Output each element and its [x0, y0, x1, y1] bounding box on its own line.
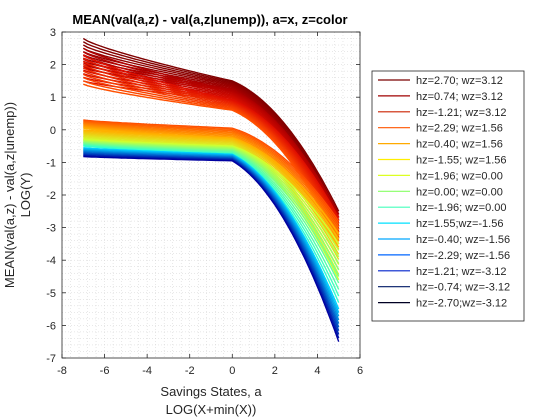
legend-label: hz=-1.96; wz=0.00	[416, 202, 507, 214]
data-line	[83, 122, 340, 234]
data-line	[83, 138, 340, 245]
data-line	[83, 149, 340, 317]
data-line	[83, 119, 340, 222]
x-axis-label-line1: Savings States, a	[160, 384, 262, 399]
data-line	[83, 155, 340, 342]
data-line	[83, 144, 340, 297]
data-line	[83, 141, 340, 264]
x-tick-label: 6	[357, 365, 363, 377]
data-line	[83, 80, 340, 242]
chart-title: MEAN(val(a,z) - val(a,z|unemp)), a=x, z=…	[72, 12, 347, 27]
data-line	[82, 70, 340, 233]
y-axis-label-line2: LOG(Y)	[18, 173, 33, 218]
x-tick-label: 0	[229, 365, 235, 377]
legend-label: hz=0.00; wz=0.00	[416, 186, 503, 198]
y-ticks: 3 2 1 0 -1 -2 -3 -4 -5 -6 -7	[46, 27, 360, 365]
legend: hz=2.70; wz=3.12 hz=0.74; wz=3.12 hz=-1.21…	[371, 70, 525, 322]
data-line	[83, 134, 340, 260]
legend-label: hz=-2.70;wz=-3.12	[416, 298, 507, 310]
y-tick-label: -1	[46, 157, 56, 169]
y-tick-label: -2	[46, 190, 56, 202]
legend-label: hz=-1.21; wz=3.12	[416, 107, 507, 119]
legend-label: hz=2.29; wz=1.56	[416, 123, 503, 135]
legend-label: hz=1.55;wz=-1.56	[416, 218, 503, 230]
data-line	[82, 51, 340, 218]
data-line	[83, 76, 340, 239]
legend-label: hz=-0.40; wz=-1.56	[416, 234, 510, 246]
y-tick-label: -4	[46, 255, 56, 267]
data-line	[83, 120, 340, 225]
data-line	[82, 37, 340, 212]
data-line	[82, 60, 340, 224]
x-tick-label: 4	[314, 365, 320, 377]
legend-label: hz=-0.74; wz=-3.12	[416, 282, 510, 294]
data-line	[82, 44, 340, 218]
data-line	[82, 54, 340, 221]
data-line	[82, 47, 340, 221]
data-line	[82, 41, 340, 215]
x-tick-label: -6	[100, 365, 110, 377]
data-line	[83, 141, 340, 271]
x-axis-label-line2: LOG(X+min(X))	[166, 402, 257, 417]
x-tick-label: 2	[272, 365, 278, 377]
y-tick-label: -5	[46, 288, 56, 300]
legend-label: hz=0.74; wz=3.12	[416, 91, 503, 103]
data-line	[83, 135, 340, 265]
data-line	[83, 150, 340, 324]
data-line	[83, 121, 340, 228]
legend-label: hz=1.96; wz=0.00	[416, 170, 503, 182]
y-tick-label: 3	[50, 27, 56, 39]
legend-box	[371, 70, 525, 322]
y-tick-label: -3	[46, 223, 56, 235]
data-line	[83, 73, 340, 236]
legend-label: hz=2.70; wz=3.12	[416, 75, 503, 87]
x-tick-label: -4	[142, 365, 152, 377]
y-axis-label-line1: MEAN(val(a,z) - val(a,z|unemp))	[2, 102, 17, 288]
y-tick-label: 1	[50, 92, 56, 104]
data-line	[82, 57, 340, 222]
data-line	[83, 129, 340, 235]
x-tick-label: -8	[57, 365, 67, 377]
data-line	[83, 139, 340, 251]
data-line	[83, 142, 340, 277]
data-line	[83, 152, 340, 332]
data-line	[83, 144, 340, 290]
legend-label: hz=0.40; wz=1.56	[416, 139, 503, 151]
data-line	[83, 122, 340, 231]
data-line	[82, 54, 340, 219]
y-tick-label: -6	[46, 320, 56, 332]
legend-label: hz=-2.29; wz=-1.56	[416, 250, 510, 262]
legend-label: hz=1.21; wz=-3.12	[416, 266, 507, 278]
data-line	[82, 63, 340, 227]
data-line	[83, 130, 340, 240]
data-line	[83, 123, 340, 236]
x-ticks: -8 -6 -4 -2 0 2 4 6	[57, 32, 363, 377]
data-line	[83, 148, 340, 313]
y-tick-label: 0	[50, 125, 56, 137]
curves	[82, 37, 340, 342]
data-line	[83, 154, 340, 339]
data-line	[83, 143, 340, 284]
data-line	[82, 47, 340, 215]
data-line	[82, 67, 340, 230]
x-tick-label: -2	[185, 365, 195, 377]
data-line	[83, 131, 340, 245]
legend-label: hz=-1.55; wz=1.56	[416, 155, 507, 167]
y-tick-label: -7	[46, 353, 56, 365]
y-tick-label: 2	[50, 60, 56, 72]
